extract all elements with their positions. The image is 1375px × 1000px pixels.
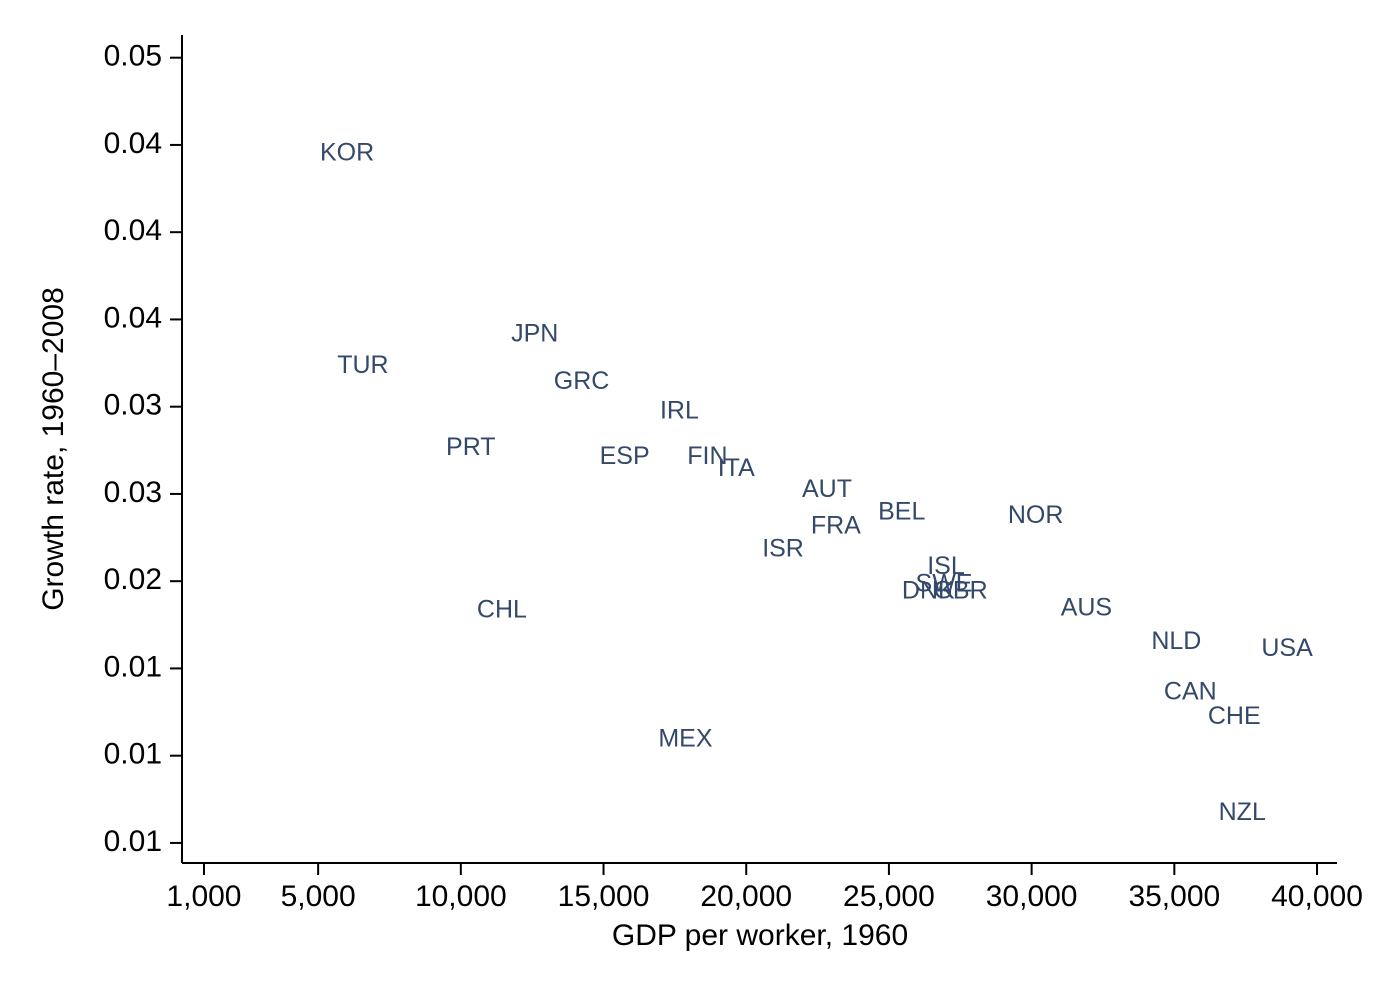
x-tick-label: 15,000 [558,880,650,913]
y-tick-label: 0.04 [104,127,162,160]
point-label: SWE [916,569,973,597]
point-label: ITA [718,454,755,482]
y-axis-title: Growth rate, 1960–2008 [37,287,70,611]
y-tick-label: 0.03 [104,389,162,422]
point-label: ESP [600,442,650,470]
x-tick-label: 10,000 [415,880,507,913]
point-label: FIN [687,442,727,470]
point-label: FRA [811,512,861,540]
y-tick-label: 0.01 [104,825,162,858]
x-axis-title: GDP per worker, 1960 [612,919,908,952]
y-tick-label: 0.02 [104,563,162,596]
x-tick-label: 40,000 [1271,880,1363,913]
x-tick-label: 25,000 [843,880,935,913]
x-tick-label: 20,000 [700,880,792,913]
point-label: BEL [878,498,925,526]
point-label: ISR [762,534,804,562]
y-tick-label: 0.05 [104,40,162,73]
y-tick-label: 0.04 [104,301,162,334]
point-label: ISL [927,552,965,580]
point-label: GBR [933,576,987,604]
x-tick-label: 35,000 [1128,880,1220,913]
x-tick-label: 5,000 [281,880,356,913]
x-tick-label: 1,000 [166,880,241,913]
point-label: CHL [477,595,527,623]
y-tick-label: 0.01 [104,650,162,683]
point-label: MEX [658,725,713,753]
point-label: CAN [1164,677,1217,705]
point-label: TUR [337,351,388,379]
y-tick-label: 0.03 [104,476,162,509]
x-tick-label: 30,000 [986,880,1078,913]
y-tick-label: 0.04 [104,214,162,247]
point-label: PRT [446,433,496,461]
point-label: IRL [660,397,699,425]
point-label: KOR [320,138,374,166]
point-label: AUS [1061,594,1112,622]
point-label: NLD [1151,627,1201,655]
point-label: AUT [802,475,852,503]
point-label: CHE [1208,702,1261,730]
point-label: NOR [1008,501,1064,529]
point-label: USA [1261,634,1313,662]
point-label: DNK [902,576,955,604]
point-label: NZL [1219,798,1266,826]
point-label: GRC [554,367,610,395]
y-tick-label: 0.01 [104,738,162,771]
point-label: JPN [511,320,558,348]
